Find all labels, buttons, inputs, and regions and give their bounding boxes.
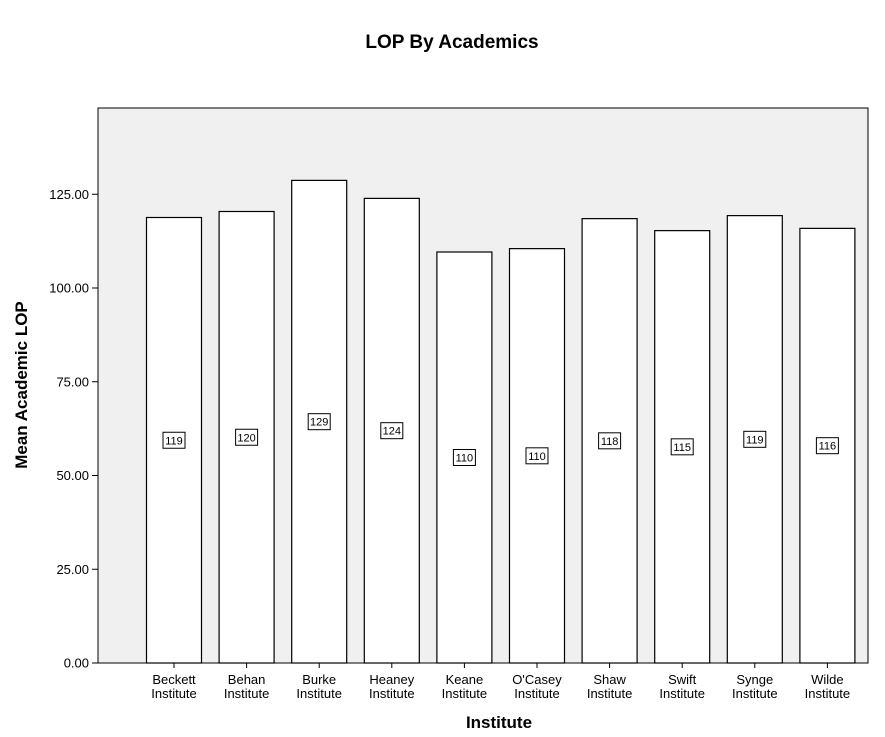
- x-category-label: Beckett Institute: [151, 672, 197, 701]
- x-category-label: Wilde Institute: [805, 672, 851, 701]
- y-tick-label: 50.00: [56, 468, 89, 483]
- data-label-box: [380, 422, 404, 440]
- x-axis-label: Institute: [466, 713, 532, 732]
- x-category-label: Behan Institute: [224, 672, 270, 701]
- data-label: 129: [310, 417, 328, 429]
- data-label: 118: [601, 436, 619, 448]
- y-tick-label: 25.00: [56, 562, 89, 577]
- x-axis: Beckett Institute Behan Institute Burke Insti…: [151, 663, 850, 701]
- bar: [581, 218, 638, 664]
- x-category-label: Synge Institute: [732, 672, 778, 701]
- y-tick-label: 100.00: [49, 281, 89, 296]
- y-tick-label: 125.00: [49, 187, 89, 202]
- bars-group: 119 120 129 124 110 110 118 115 119 116: [145, 179, 856, 664]
- data-label: 124: [383, 426, 401, 438]
- y-tick-label: 0.00: [64, 656, 89, 671]
- data-label-box: [162, 431, 186, 449]
- data-label-box: [743, 430, 767, 448]
- data-label-box: [598, 432, 622, 450]
- data-label: 116: [819, 441, 837, 453]
- data-label: 120: [237, 432, 255, 444]
- y-axis: 0.00 25.00 50.00 75.00 100.00 125.00: [49, 187, 98, 671]
- data-label-box: [525, 447, 549, 465]
- x-category-label: Shaw Institute: [587, 672, 633, 701]
- y-axis-label: Mean Academic LOP: [12, 301, 31, 469]
- data-label: 119: [165, 435, 183, 447]
- data-label: 110: [528, 451, 546, 463]
- data-label: 115: [673, 442, 691, 454]
- x-category-label: Burke Institute: [296, 672, 342, 701]
- data-label: 110: [456, 453, 474, 465]
- data-label-box: [235, 428, 259, 446]
- data-label-box: [815, 437, 839, 455]
- data-label: 119: [746, 434, 764, 446]
- data-label-box: [452, 449, 476, 466]
- x-category-label: Keane Institute: [442, 672, 488, 701]
- y-tick-label: 75.00: [56, 374, 89, 389]
- data-label-box: [670, 438, 694, 456]
- data-label-box: [307, 413, 331, 431]
- chart-title: LOP By Academics: [365, 32, 538, 53]
- x-category-label: Swift Institute: [659, 672, 705, 701]
- x-category-label: Heaney Institute: [369, 672, 415, 701]
- x-category-label: O'Casey Institute: [512, 672, 562, 701]
